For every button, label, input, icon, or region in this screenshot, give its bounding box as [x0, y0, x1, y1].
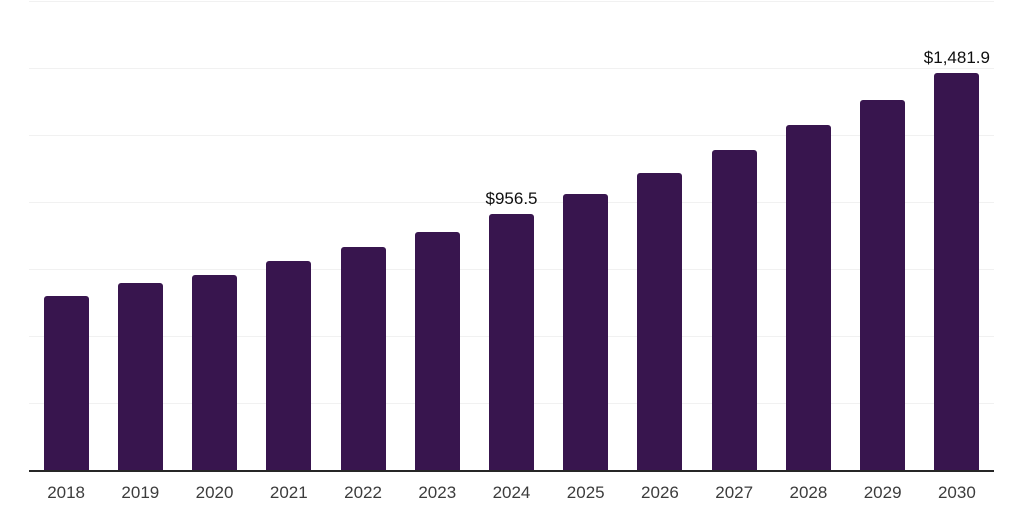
gridline-1000 [29, 201, 994, 203]
bar-2021 [266, 260, 312, 470]
x-tick-label-2020: 2020 [195, 483, 234, 502]
gridline-1250 [29, 134, 994, 136]
x-tick-label-2027: 2027 [715, 483, 754, 502]
bar-2030 [934, 73, 980, 470]
gridline-1500 [29, 67, 994, 69]
gridline-1750 [29, 0, 994, 2]
bar-2022 [340, 246, 386, 470]
x-tick-label-2021: 2021 [269, 483, 308, 502]
x-tick-label-2022: 2022 [344, 483, 382, 502]
bar-2018 [43, 295, 89, 470]
bar-2020 [192, 274, 238, 470]
bar-2019 [117, 283, 163, 470]
x-tick-label-2024: 2024 [492, 483, 531, 502]
x-tick-label-2018: 2018 [47, 483, 86, 502]
bar-2027 [711, 149, 757, 470]
x-tick-label-2023: 2023 [418, 483, 457, 502]
x-tick-label-2028: 2028 [789, 483, 828, 502]
bar-2026 [637, 172, 683, 470]
bar-2023 [414, 231, 460, 470]
x-axis-line [29, 469, 994, 472]
data-label-2030: $1,481.9 [923, 48, 990, 68]
x-tick-label-2025: 2025 [566, 483, 605, 502]
bar-2025 [563, 193, 609, 470]
bar-2024 [489, 213, 534, 470]
x-tick-label-2030: 2030 [937, 483, 976, 502]
x-tick-label-2026: 2026 [641, 483, 679, 502]
x-tick-label-2029: 2029 [863, 483, 902, 502]
bar-2028 [785, 124, 831, 470]
x-tick-label-2019: 2019 [121, 483, 160, 502]
data-label-2024: $956.5 [485, 188, 538, 208]
bar-2029 [860, 99, 906, 470]
